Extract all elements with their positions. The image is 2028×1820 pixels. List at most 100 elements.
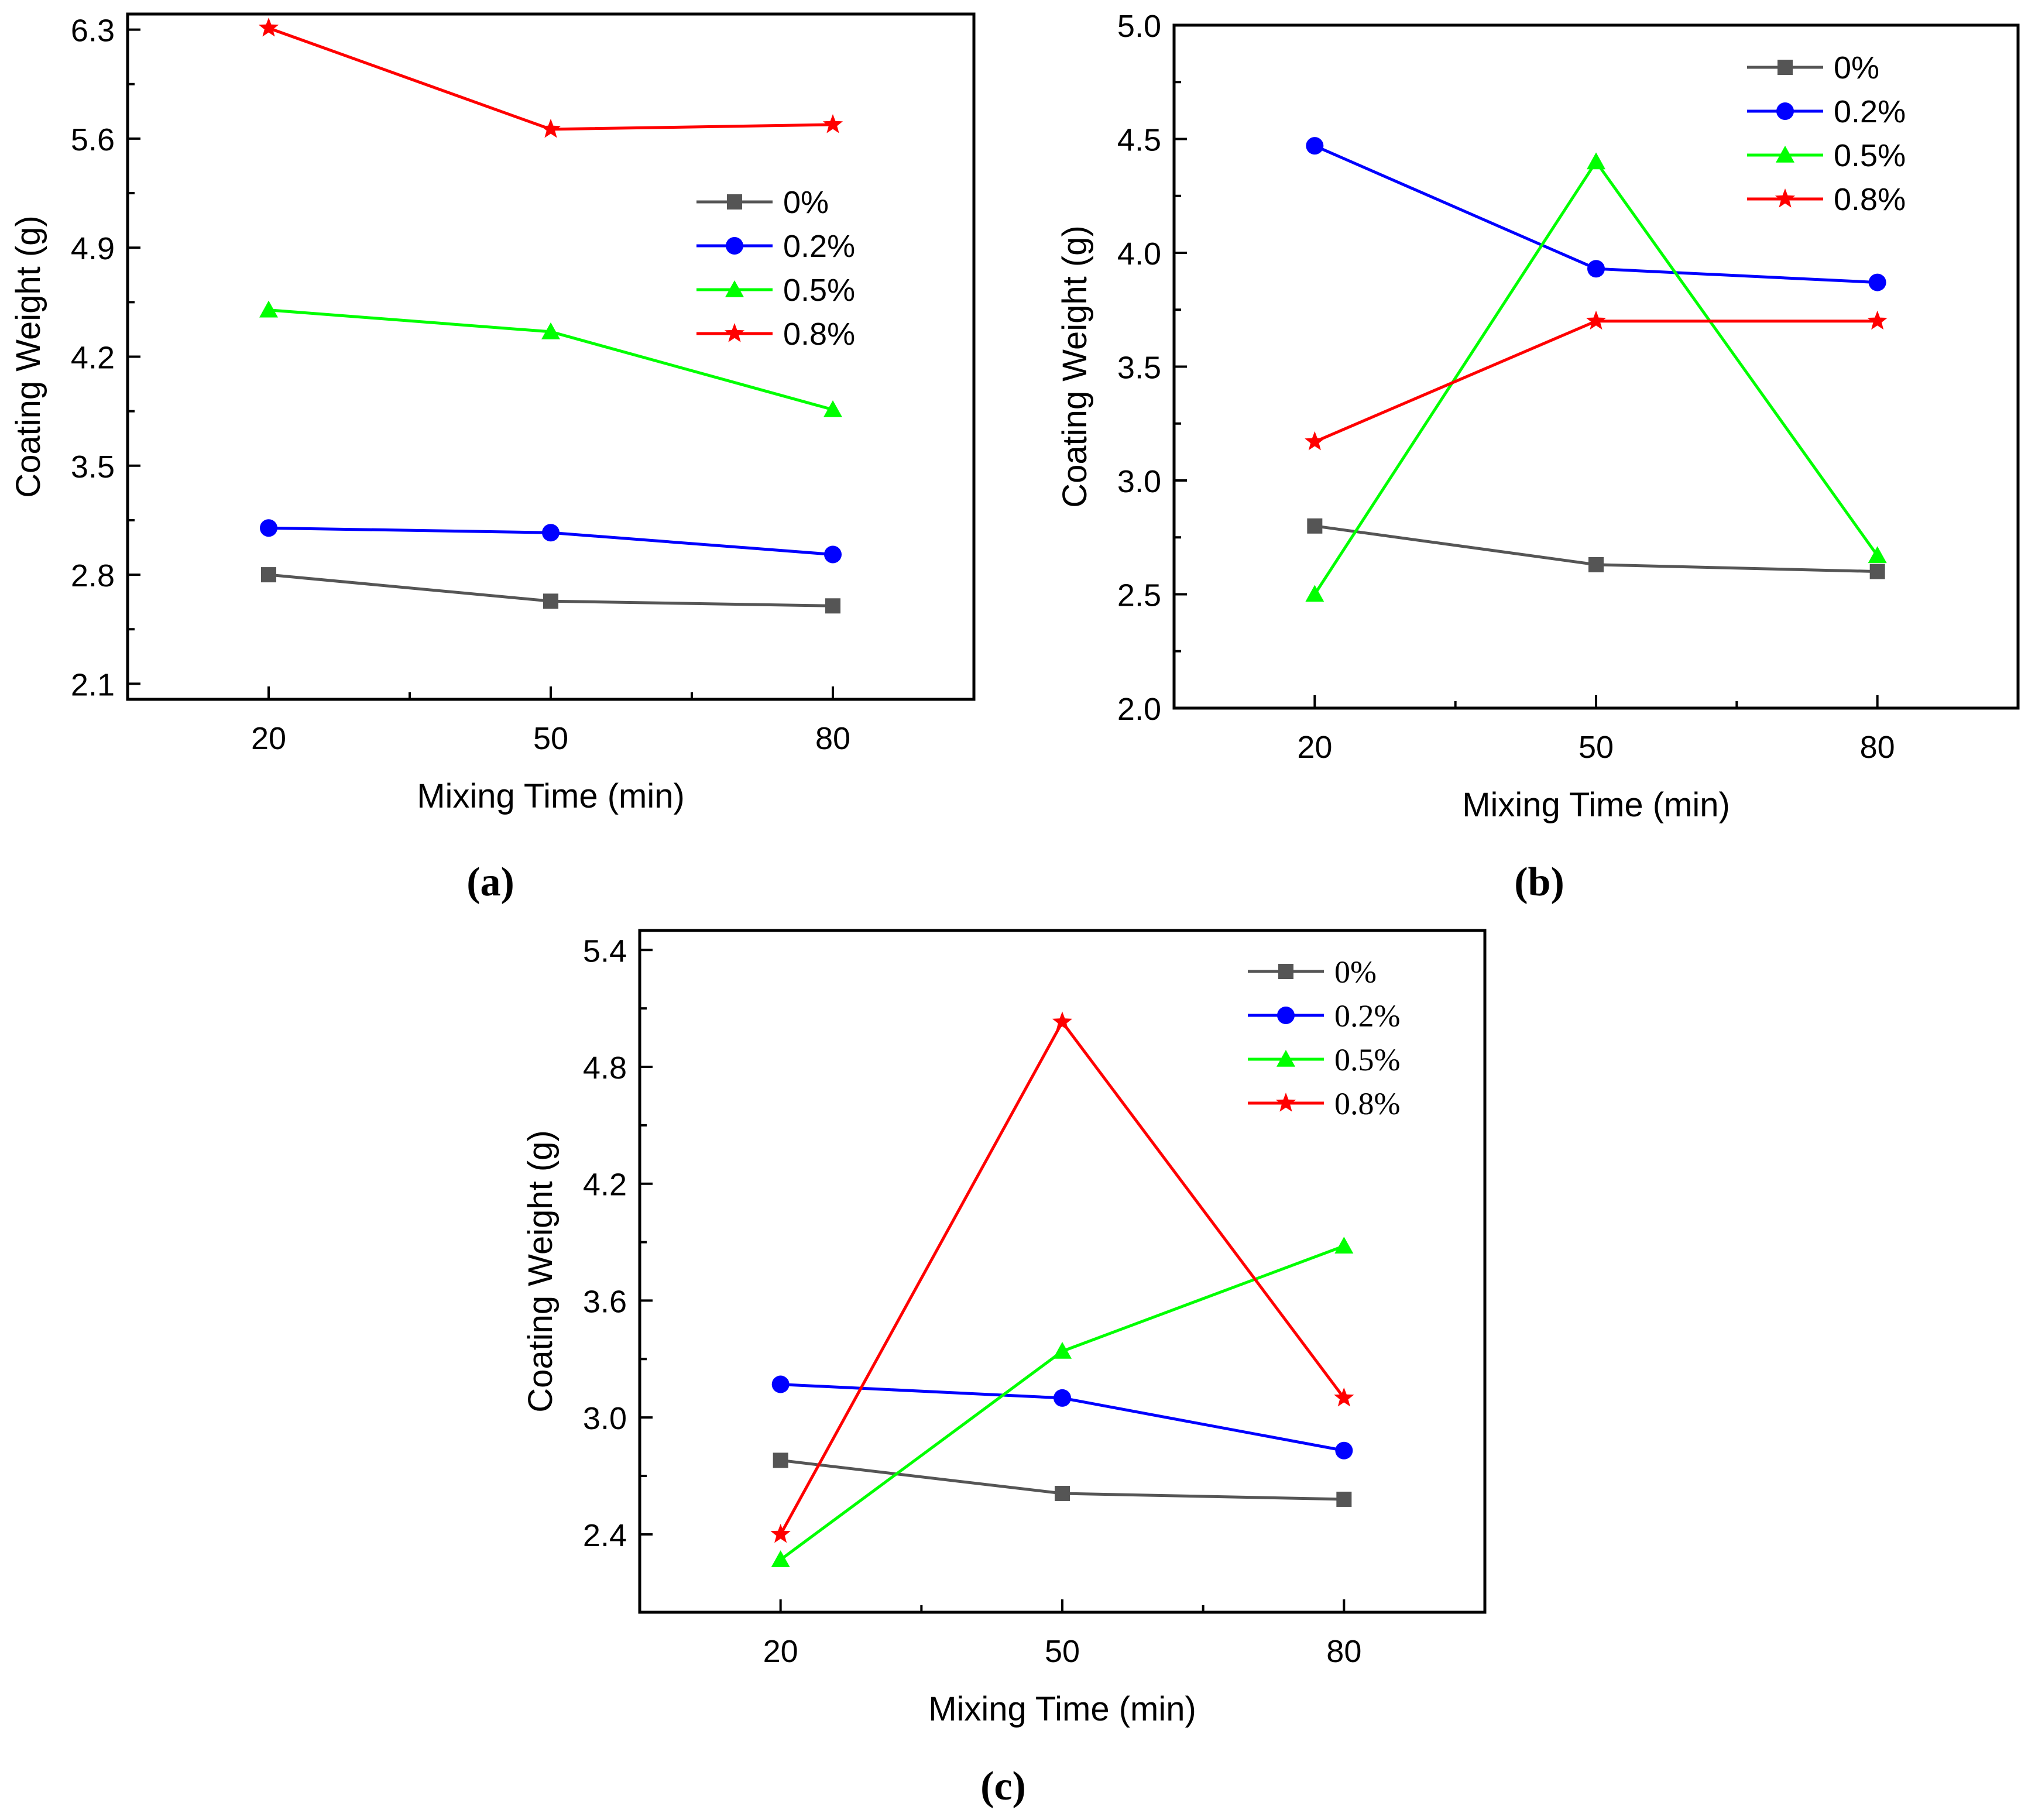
data-point bbox=[1587, 260, 1605, 278]
legend-marker bbox=[1776, 146, 1794, 163]
y-tick-label: 2.1 bbox=[71, 667, 115, 702]
series-line bbox=[1313, 159, 1879, 595]
data-point bbox=[1305, 585, 1324, 602]
panel-label: (c) bbox=[980, 1764, 1026, 1809]
y-tick-label: 4.9 bbox=[71, 231, 115, 266]
data-point bbox=[822, 114, 843, 133]
y-tick-label: 4.2 bbox=[71, 341, 115, 376]
legend-label: 0.2% bbox=[1834, 94, 1906, 129]
legend-label: 0.8% bbox=[1834, 182, 1906, 217]
x-axis-label: Mixing Time (min) bbox=[1462, 786, 1730, 824]
data-point bbox=[1335, 1441, 1353, 1460]
x-tick-label: 20 bbox=[763, 1634, 798, 1669]
x-tick-label: 50 bbox=[533, 721, 568, 756]
y-tick-label: 4.8 bbox=[583, 1050, 627, 1086]
data-point bbox=[1334, 1387, 1354, 1407]
x-tick-label: 20 bbox=[1297, 730, 1332, 765]
data-point bbox=[542, 524, 560, 542]
y-tick-label: 5.0 bbox=[1117, 9, 1161, 44]
legend-marker bbox=[1777, 60, 1793, 75]
x-tick-label: 80 bbox=[1326, 1634, 1361, 1669]
x-axis-label: Mixing Time (min) bbox=[417, 777, 685, 815]
panel-b: 2.0 2.5 3.0 3.5 4.0 4.5 5.0 20 50 80 Mixing Time (… bbox=[1056, 9, 2020, 905]
y-tick-label: 3.5 bbox=[1117, 351, 1161, 386]
x-axis-label: Mixing Time (min) bbox=[928, 1690, 1196, 1728]
data-point bbox=[1867, 310, 1888, 330]
panel-c: 2.4 3.0 3.6 4.2 4.8 5.4 20 50 80 Mixing Time (min… bbox=[521, 929, 1487, 1809]
y-tick-label: 5.4 bbox=[583, 933, 627, 969]
panel-label: (b) bbox=[1514, 860, 1564, 905]
series-line bbox=[1314, 320, 1878, 444]
legend-label: 0.2% bbox=[1334, 998, 1400, 1033]
legend-marker bbox=[1775, 188, 1796, 208]
legend-marker bbox=[1277, 1007, 1295, 1024]
legend-label: 0.5% bbox=[1834, 138, 1906, 173]
data-point bbox=[1053, 1341, 1072, 1359]
data-point bbox=[540, 118, 561, 138]
x-tick-label: 50 bbox=[1579, 730, 1614, 765]
legend-marker bbox=[724, 323, 745, 342]
legend-marker bbox=[727, 194, 742, 210]
y-tick-label: 3.5 bbox=[71, 449, 115, 485]
data-point bbox=[1054, 1389, 1071, 1407]
panel-label: (a) bbox=[466, 860, 514, 905]
data-point bbox=[260, 519, 277, 537]
data-point bbox=[825, 598, 840, 614]
y-tick-label: 3.0 bbox=[583, 1401, 627, 1436]
legend-label: 0% bbox=[1334, 954, 1377, 990]
data-point bbox=[1052, 1011, 1073, 1031]
data-point bbox=[258, 18, 279, 37]
data-point bbox=[1587, 152, 1605, 170]
legend: 0% 0.2% 0.5% 0.8% bbox=[1248, 954, 1400, 1121]
data-point bbox=[1306, 137, 1324, 155]
x-tick-label: 80 bbox=[1860, 730, 1895, 765]
data-point bbox=[259, 300, 278, 318]
legend: 0% 0.2% 0.5% 0.8% bbox=[1747, 50, 1906, 217]
y-tick-label: 2.5 bbox=[1117, 578, 1161, 613]
data-point bbox=[543, 593, 558, 609]
data-point bbox=[771, 1375, 790, 1393]
legend-marker bbox=[1776, 102, 1794, 120]
y-tick-label: 2.4 bbox=[583, 1518, 627, 1553]
data-point bbox=[1869, 564, 1885, 579]
data-point bbox=[261, 567, 276, 583]
legend-label: 0.2% bbox=[783, 229, 855, 264]
x-tick-label: 80 bbox=[815, 721, 850, 756]
data-point bbox=[1586, 310, 1607, 330]
legend-marker bbox=[1276, 1050, 1295, 1067]
data-point bbox=[824, 545, 842, 564]
legend-label: 0.8% bbox=[1334, 1086, 1400, 1121]
legend-label: 0.5% bbox=[783, 273, 855, 308]
legend-label: 0.5% bbox=[1334, 1042, 1400, 1077]
y-tick-label: 2.8 bbox=[71, 558, 115, 593]
panel-a: 2.1 2.8 3.5 4.2 4.9 5.6 6.3 20 50 80 Mixing Time (… bbox=[9, 12, 976, 905]
data-point bbox=[1868, 273, 1886, 291]
legend: 0% 0.2% 0.5% 0.8% bbox=[696, 185, 855, 352]
y-tick-label: 4.5 bbox=[1117, 123, 1161, 158]
legend-marker bbox=[726, 237, 743, 255]
y-tick-label: 3.0 bbox=[1117, 464, 1161, 499]
data-point bbox=[770, 1523, 791, 1543]
data-point bbox=[1055, 1485, 1070, 1501]
legend-marker bbox=[1275, 1093, 1296, 1112]
y-tick-label: 6.3 bbox=[71, 13, 115, 49]
data-point bbox=[1336, 1491, 1352, 1507]
data-point bbox=[1307, 518, 1323, 534]
data-point bbox=[1334, 1237, 1354, 1254]
legend-label: 0% bbox=[783, 185, 829, 220]
x-tick-label: 50 bbox=[1045, 1634, 1080, 1669]
y-tick-label: 2.0 bbox=[1117, 692, 1161, 727]
data-point bbox=[1868, 546, 1887, 564]
data-point bbox=[823, 400, 842, 417]
data-point bbox=[1588, 557, 1604, 572]
y-tick-label: 4.0 bbox=[1117, 236, 1161, 272]
y-axis-label: Coating Weight (g) bbox=[521, 1130, 560, 1413]
data-point bbox=[1305, 431, 1325, 451]
series-line bbox=[268, 26, 833, 131]
y-tick-label: 3.6 bbox=[583, 1284, 627, 1319]
legend-label: 0.8% bbox=[783, 317, 855, 352]
data-point bbox=[771, 1550, 790, 1567]
legend-marker bbox=[1278, 964, 1293, 979]
y-tick-label: 5.6 bbox=[71, 122, 115, 157]
